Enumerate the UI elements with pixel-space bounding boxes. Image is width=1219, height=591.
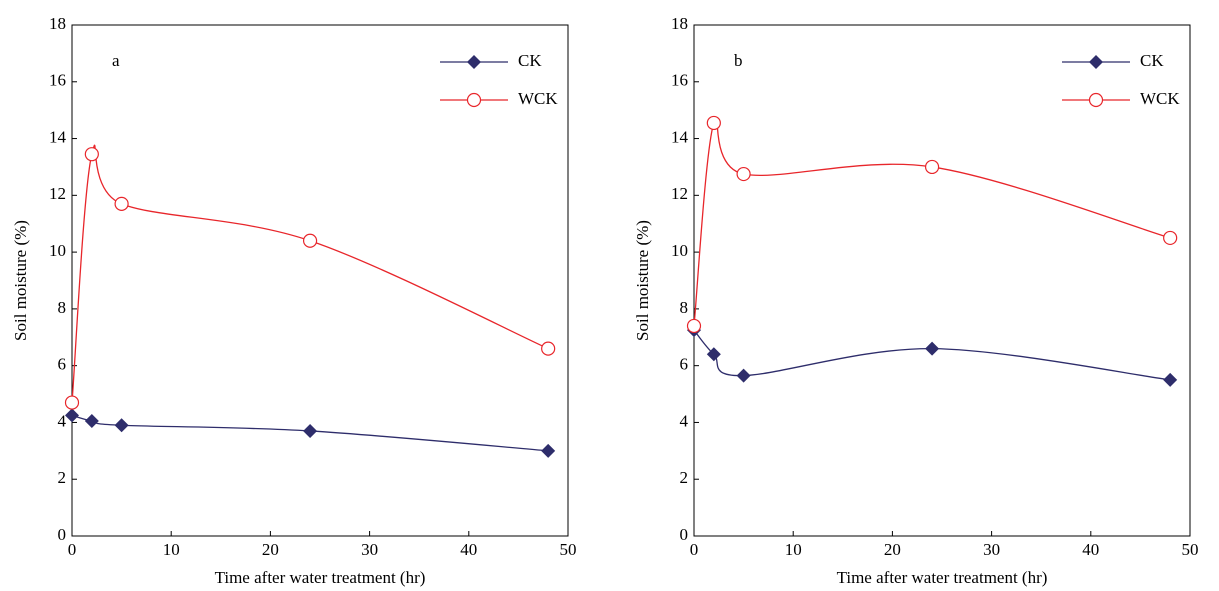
x-tick-label: 40 — [460, 540, 477, 559]
y-tick-label: 0 — [680, 525, 689, 544]
y-axis-label: Soil moisture (%) — [11, 220, 30, 341]
y-tick-label: 18 — [49, 14, 66, 33]
y-tick-label: 16 — [49, 71, 66, 90]
x-axis-label: Time after water treatment (hr) — [215, 568, 426, 587]
y-tick-label: 14 — [49, 127, 67, 146]
y-tick-label: 8 — [680, 298, 689, 317]
y-tick-label: 8 — [58, 298, 67, 317]
x-tick-label: 0 — [68, 540, 77, 559]
panel-annotation: b — [734, 51, 743, 70]
chart-panel: 0 2 4 6 8 10 12 14 16 18 0 10 20 30 40 50 Time after wat… — [633, 14, 1199, 587]
legend-label: WCK — [1140, 89, 1180, 108]
y-axis-label: Soil moisture (%) — [633, 220, 652, 341]
y-tick-label: 6 — [58, 355, 67, 374]
marker — [84, 414, 99, 429]
legend-marker — [467, 55, 481, 69]
plot-frame — [71, 24, 569, 537]
y-tick-label: 12 — [671, 184, 688, 203]
marker — [114, 418, 129, 433]
legend-label: CK — [518, 51, 542, 70]
panel-annotation: a — [112, 51, 120, 70]
marker — [65, 408, 79, 423]
x-tick-label: 50 — [560, 540, 577, 559]
marker — [736, 166, 751, 182]
x-tick-label: 30 — [983, 540, 1000, 559]
marker — [114, 196, 129, 211]
marker — [64, 395, 80, 410]
marker — [303, 423, 318, 438]
x-tick-label: 30 — [361, 540, 378, 559]
marker — [736, 368, 751, 383]
marker — [925, 341, 940, 356]
y-tick-label: 10 — [671, 241, 688, 260]
marker — [1163, 372, 1178, 387]
marker — [541, 443, 556, 458]
legend-marker — [1089, 55, 1103, 69]
x-tick-label: 20 — [262, 540, 279, 559]
marker — [706, 115, 721, 131]
x-tick-label: 10 — [163, 540, 180, 559]
legend-label: WCK — [518, 89, 558, 108]
y-tick-label: 18 — [671, 14, 688, 33]
series-line — [693, 116, 1171, 326]
marker — [302, 233, 318, 248]
y-tick-label: 10 — [49, 241, 66, 260]
y-tick-label: 0 — [58, 525, 67, 544]
y-tick-label: 4 — [58, 411, 67, 430]
x-tick-label: 0 — [690, 540, 699, 559]
marker — [541, 341, 556, 356]
x-tick-label: 20 — [884, 540, 901, 559]
chart-panel: 0 2 4 6 8 10 12 14 16 18 0 10 20 30 40 50 Time after wat… — [11, 14, 577, 587]
y-tick-label: 4 — [680, 411, 689, 430]
x-tick-label: 40 — [1082, 540, 1099, 559]
x-axis-label: Time after water treatment (hr) — [837, 568, 1048, 587]
y-tick-label: 14 — [671, 127, 689, 146]
marker — [84, 147, 99, 162]
y-tick-label: 12 — [49, 184, 66, 203]
marker — [706, 347, 721, 362]
legend-label: CK — [1140, 51, 1164, 70]
x-tick-label: 10 — [785, 540, 802, 559]
legend-marker — [1088, 92, 1104, 108]
y-tick-label: 16 — [671, 71, 688, 90]
series-line — [71, 144, 549, 403]
y-tick-label: 2 — [58, 468, 67, 487]
plot-frame — [693, 24, 1191, 537]
legend-marker — [466, 92, 482, 108]
y-tick-label: 2 — [680, 468, 689, 487]
marker — [924, 159, 940, 175]
x-tick-label: 50 — [1182, 540, 1199, 559]
marker — [686, 318, 702, 334]
marker — [1163, 230, 1178, 246]
y-tick-label: 6 — [680, 355, 689, 374]
